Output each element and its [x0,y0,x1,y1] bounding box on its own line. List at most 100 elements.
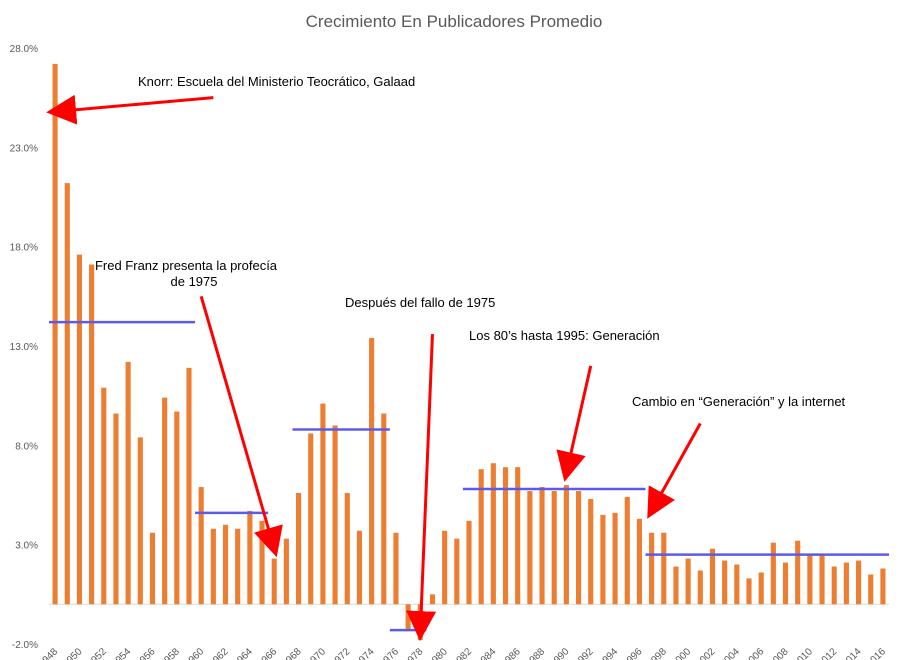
x-tick-label: 1992 [572,646,596,660]
bar-1952 [101,387,107,605]
bar-2008 [782,562,789,605]
bar-1966 [271,558,277,605]
x-tick-label: 1976 [378,646,402,660]
x-tick-label: 1994 [597,646,621,660]
bar-1970 [320,403,326,605]
bar-1951 [89,264,95,605]
bar-2005 [746,578,752,605]
x-tick-label: 2004 [718,646,742,660]
y-tick-label: 13.0% [10,342,38,353]
x-tick-label: 1998 [645,646,669,660]
annotation-arrow [556,365,593,482]
bar-1962 [222,524,229,605]
bar-1979 [429,594,436,605]
bar-1993 [600,514,606,605]
x-tick-label: 1964 [231,646,255,660]
x-tick-label: 1978 [402,646,426,660]
bar-1976 [393,532,399,605]
x-tick-label: 2014 [840,646,864,660]
bar-1975 [381,413,387,605]
bar-2007 [770,542,776,605]
annotation-arrow [647,422,702,519]
x-tick-label: 1996 [621,646,645,660]
x-tick-label: 1948 [37,646,61,660]
annotation-text: Después del fallo de 1975 [345,295,495,310]
bar-1948 [52,63,58,605]
x-tick-label: 1956 [134,646,158,660]
bar-1989 [551,491,557,605]
bar-1963 [235,528,241,605]
x-tick-label: 1980 [426,646,450,660]
bar-1980 [442,530,448,605]
bar-2006 [758,572,764,605]
bar-1957 [162,397,168,605]
x-tick-label: 2006 [743,646,767,660]
x-tick-label: 1962 [207,646,231,660]
bar-2015 [868,574,874,605]
bar-1981 [454,538,460,605]
bar-2003 [722,560,728,605]
bar-1949 [64,183,70,605]
bar-1994 [612,512,618,605]
annotation-arrow [46,94,214,125]
bar-1953 [113,413,119,605]
bar-1961 [210,528,216,605]
annotation-text: Los 80’s hasta 1995: Generación [469,328,660,343]
bar-2012 [831,566,837,605]
bar-2000 [685,558,691,605]
chart-title: Crecimiento En Publicadores Promedio [306,12,603,31]
annotation-text: Cambio en “Generación” y la internet [632,394,846,409]
x-tick-label: 1952 [85,646,109,660]
x-tick-label: 1986 [499,646,523,660]
bar-1955 [137,437,143,605]
bar-1959 [186,367,192,605]
bar-1967 [283,538,289,605]
x-tick-label: 1972 [329,646,353,660]
bar-2014 [856,560,862,605]
x-tick-label: 1984 [475,646,499,660]
x-tick-label: 1950 [61,646,85,660]
bar-1998 [661,532,667,605]
x-tick-label: 1968 [280,646,304,660]
x-tick-label: 1960 [183,646,207,660]
bar-1974 [369,338,375,605]
y-tick-label: 8.0% [15,441,38,452]
x-tick-label: 1982 [451,646,475,660]
annotations: Knorr: Escuela del Ministerio Teocrático… [46,74,846,642]
x-tick-label: 2010 [791,646,815,660]
y-tick-label: 23.0% [10,143,38,154]
x-tick-label: 2016 [865,646,889,660]
annotation-arrow [199,295,283,558]
bar-1956 [149,532,156,605]
bar-1992 [588,498,594,605]
bar-1971 [332,425,338,605]
x-tick-label: 2002 [694,646,718,660]
x-tick-label: 1954 [110,646,134,660]
bar-1996 [636,518,642,605]
bar-1991 [576,491,582,605]
bar-1987 [527,491,533,605]
bar-1960 [198,487,204,605]
bar-1986 [515,467,521,605]
y-axis: -2.0% 3.0% 8.0% 13.0% 18.0% 23.0% 28.0% [10,44,38,651]
trend-lines [49,320,889,632]
y-tick-label: 28.0% [10,44,38,55]
bar-1999 [673,566,679,605]
x-tick-label: 1958 [158,646,182,660]
y-tick-label: 18.0% [10,243,38,254]
bar-1990 [563,485,569,605]
annotation-text: de 1975 [171,274,218,289]
bar-1977 [405,604,411,631]
bar-2016 [880,568,886,605]
bar-2002 [709,548,716,605]
bar-1972 [344,493,350,605]
bar-1995 [624,496,630,605]
bar-1984 [490,463,496,605]
bar-1997 [649,532,655,605]
bar-2010 [807,554,813,605]
bar-1988 [539,487,545,605]
y-tick-label: -2.0% [12,640,38,651]
bar-1954 [125,361,131,605]
